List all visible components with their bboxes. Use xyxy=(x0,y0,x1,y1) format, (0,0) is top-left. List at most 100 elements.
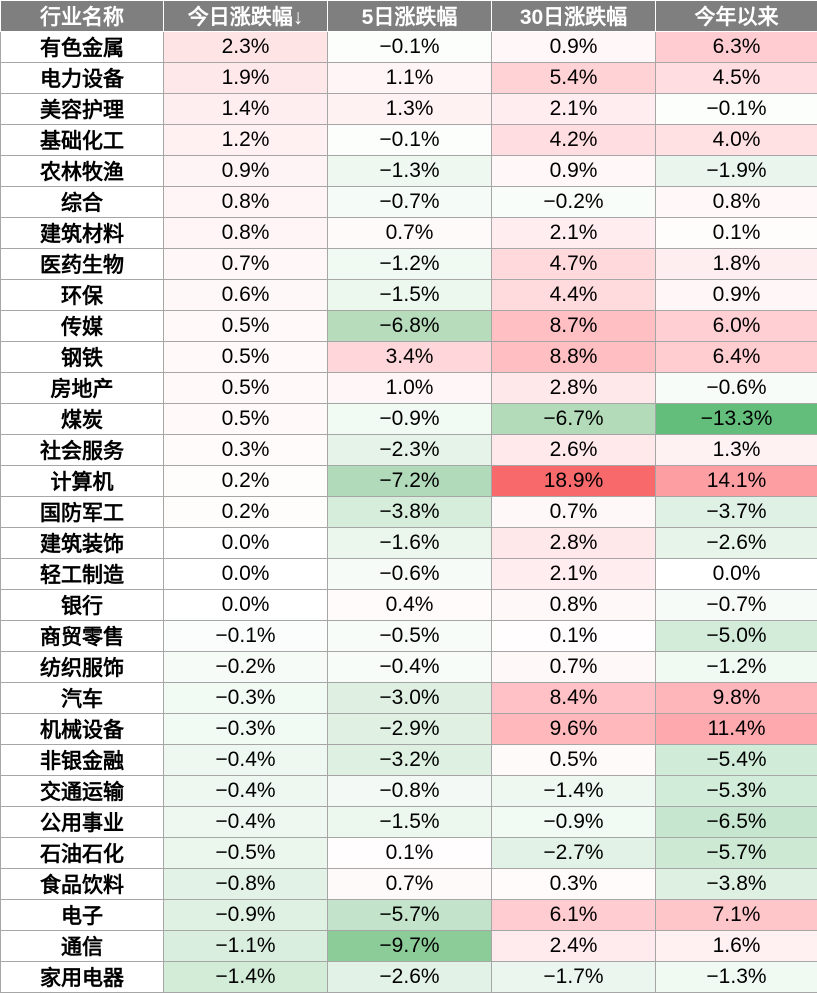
cell-industry-name: 医药生物 xyxy=(1,249,164,280)
cell-30day-change: −6.7% xyxy=(492,404,656,435)
cell-today-change: −0.3% xyxy=(164,714,328,745)
table-row: 汽车−0.3%−3.0%8.4%9.8% xyxy=(1,683,817,714)
cell-today-change: 0.5% xyxy=(164,404,328,435)
cell-industry-name: 交通运输 xyxy=(1,776,164,807)
cell-today-change: 0.2% xyxy=(164,466,328,497)
cell-today-change: 0.9% xyxy=(164,156,328,187)
cell-ytd-change: −5.3% xyxy=(656,776,817,807)
cell-ytd-change: 1.3% xyxy=(656,435,817,466)
cell-ytd-change: 4.5% xyxy=(656,63,817,94)
cell-5day-change: −3.0% xyxy=(328,683,492,714)
cell-30day-change: −1.4% xyxy=(492,776,656,807)
cell-today-change: 0.5% xyxy=(164,342,328,373)
cell-30day-change: 0.7% xyxy=(492,652,656,683)
cell-industry-name: 建筑装饰 xyxy=(1,528,164,559)
cell-industry-name: 汽车 xyxy=(1,683,164,714)
cell-ytd-change: 6.3% xyxy=(656,32,817,63)
cell-5day-change: −0.8% xyxy=(328,776,492,807)
cell-30day-change: 0.5% xyxy=(492,745,656,776)
header-30day-change[interactable]: 30日涨跌幅 xyxy=(492,1,656,32)
cell-30day-change: 2.8% xyxy=(492,373,656,404)
cell-5day-change: −1.5% xyxy=(328,280,492,311)
cell-5day-change: −0.6% xyxy=(328,559,492,590)
cell-today-change: 1.4% xyxy=(164,94,328,125)
header-industry-name[interactable]: 行业名称 xyxy=(1,1,164,32)
cell-30day-change: 0.9% xyxy=(492,32,656,63)
cell-today-change: 0.2% xyxy=(164,497,328,528)
cell-5day-change: −2.9% xyxy=(328,714,492,745)
cell-5day-change: −1.3% xyxy=(328,156,492,187)
table-row: 商贸零售−0.1%−0.5%0.1%−5.0% xyxy=(1,621,817,652)
header-today-change[interactable]: 今日涨跌幅↓ xyxy=(164,1,328,32)
cell-30day-change: 2.1% xyxy=(492,559,656,590)
cell-30day-change: 8.4% xyxy=(492,683,656,714)
cell-industry-name: 传媒 xyxy=(1,311,164,342)
cell-today-change: −0.3% xyxy=(164,683,328,714)
cell-today-change: −0.1% xyxy=(164,621,328,652)
cell-5day-change: −1.2% xyxy=(328,249,492,280)
cell-industry-name: 国防军工 xyxy=(1,497,164,528)
cell-ytd-change: −0.6% xyxy=(656,373,817,404)
cell-5day-change: −0.1% xyxy=(328,32,492,63)
cell-30day-change: 4.4% xyxy=(492,280,656,311)
cell-industry-name: 农林牧渔 xyxy=(1,156,164,187)
cell-ytd-change: 4.0% xyxy=(656,125,817,156)
cell-ytd-change: 1.6% xyxy=(656,931,817,962)
cell-ytd-change: 6.0% xyxy=(656,311,817,342)
cell-industry-name: 机械设备 xyxy=(1,714,164,745)
cell-5day-change: 0.7% xyxy=(328,218,492,249)
table-row: 家用电器−1.4%−2.6%−1.7%−1.3% xyxy=(1,962,817,993)
cell-ytd-change: −1.3% xyxy=(656,962,817,993)
cell-industry-name: 家用电器 xyxy=(1,962,164,993)
cell-5day-change: −3.8% xyxy=(328,497,492,528)
cell-30day-change: 0.7% xyxy=(492,497,656,528)
cell-5day-change: −1.5% xyxy=(328,807,492,838)
cell-5day-change: 1.0% xyxy=(328,373,492,404)
cell-5day-change: 1.1% xyxy=(328,63,492,94)
cell-ytd-change: 1.8% xyxy=(656,249,817,280)
cell-30day-change: 0.8% xyxy=(492,590,656,621)
cell-ytd-change: 9.8% xyxy=(656,683,817,714)
table-row: 非银金融−0.4%−3.2%0.5%−5.4% xyxy=(1,745,817,776)
table-row: 公用事业−0.4%−1.5%−0.9%−6.5% xyxy=(1,807,817,838)
cell-30day-change: 0.3% xyxy=(492,869,656,900)
header-ytd-change[interactable]: 今年以来 xyxy=(656,1,817,32)
cell-industry-name: 电子 xyxy=(1,900,164,931)
cell-ytd-change: −1.2% xyxy=(656,652,817,683)
cell-ytd-change: −0.1% xyxy=(656,94,817,125)
cell-30day-change: 9.6% xyxy=(492,714,656,745)
cell-5day-change: 0.1% xyxy=(328,838,492,869)
cell-5day-change: −2.6% xyxy=(328,962,492,993)
cell-30day-change: 2.8% xyxy=(492,528,656,559)
cell-30day-change: 2.6% xyxy=(492,435,656,466)
cell-30day-change: 18.9% xyxy=(492,466,656,497)
cell-5day-change: −2.3% xyxy=(328,435,492,466)
cell-ytd-change: −5.4% xyxy=(656,745,817,776)
cell-today-change: 0.0% xyxy=(164,590,328,621)
cell-5day-change: −1.6% xyxy=(328,528,492,559)
cell-today-change: 0.0% xyxy=(164,559,328,590)
cell-5day-change: −0.1% xyxy=(328,125,492,156)
cell-industry-name: 计算机 xyxy=(1,466,164,497)
cell-today-change: 0.3% xyxy=(164,435,328,466)
cell-industry-name: 综合 xyxy=(1,187,164,218)
cell-ytd-change: −5.7% xyxy=(656,838,817,869)
cell-5day-change: −5.7% xyxy=(328,900,492,931)
header-5day-change[interactable]: 5日涨跌幅 xyxy=(328,1,492,32)
cell-today-change: −1.1% xyxy=(164,931,328,962)
cell-today-change: 1.2% xyxy=(164,125,328,156)
table-row: 纺织服饰−0.2%−0.4%0.7%−1.2% xyxy=(1,652,817,683)
cell-industry-name: 建筑材料 xyxy=(1,218,164,249)
table-row: 通信−1.1%−9.7%2.4%1.6% xyxy=(1,931,817,962)
